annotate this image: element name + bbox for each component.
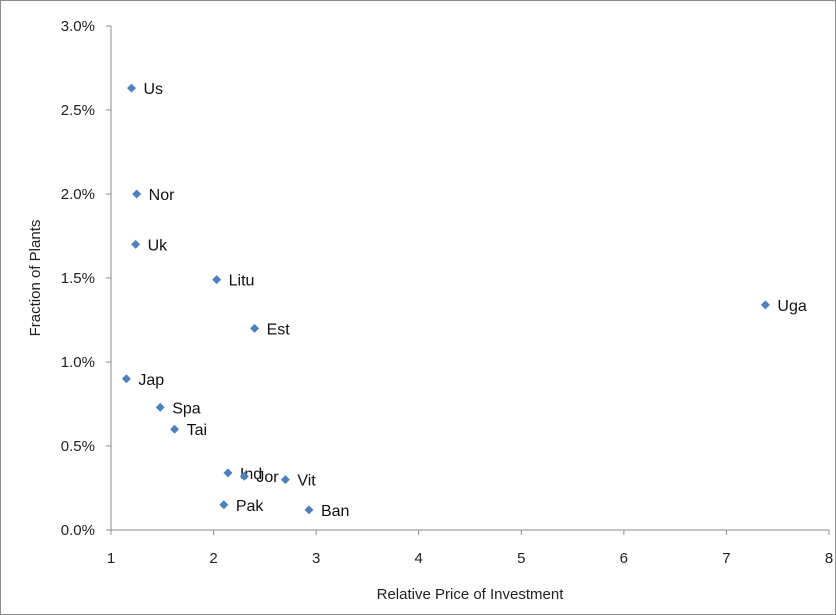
data-point-label: Tai (187, 422, 207, 439)
data-point-marker (170, 424, 180, 434)
data-point-marker (250, 323, 260, 333)
x-tick-label: 6 (620, 550, 628, 567)
data-point-label: Jap (138, 372, 164, 389)
data-point-label: Vit (297, 473, 316, 490)
data-point-marker (223, 468, 233, 478)
x-tick-label: 4 (415, 550, 423, 567)
x-tick-label: 3 (312, 550, 320, 567)
data-point-marker (239, 471, 249, 481)
tick-group: 1 2 3 4 5 6 7 8 0.0% 0.5% 1.0% 1.5% 2.0% 2.5% 3.0% (61, 18, 833, 567)
y-tick-label: 1.5% (61, 270, 95, 287)
data-point-label: Spa (172, 400, 201, 417)
data-point-label: Litu (229, 273, 255, 290)
data-point-label: Jor (256, 469, 279, 486)
data-point-marker (132, 189, 142, 199)
data-point-label: Pak (236, 498, 265, 515)
data-point-marker (121, 374, 131, 384)
data-point-marker (131, 239, 141, 249)
data-point-marker (280, 475, 290, 485)
data-point-label: Est (267, 321, 291, 338)
y-tick-label: 2.0% (61, 186, 95, 203)
x-tick-label: 7 (722, 550, 730, 567)
data-point-marker (219, 500, 229, 510)
x-tick-label: 1 (107, 550, 115, 567)
data-point-label: Us (144, 81, 164, 98)
data-point-label: Nor (149, 187, 175, 204)
x-axis-title: Relative Price of Investment (377, 586, 565, 603)
y-tick-label: 1.0% (61, 354, 95, 371)
y-tick-label: 2.5% (61, 102, 95, 119)
y-tick-label: 0.5% (61, 438, 95, 455)
data-point-label: Uga (777, 298, 806, 315)
x-tick-label: 8 (825, 550, 833, 567)
x-tick-label: 5 (517, 550, 525, 567)
x-tick-label: 2 (209, 550, 217, 567)
data-point-marker (127, 83, 137, 93)
y-tick-label: 0.0% (61, 522, 95, 539)
data-point-label: Ban (321, 503, 349, 520)
data-point-marker (155, 402, 165, 412)
data-point-label: Uk (148, 237, 169, 254)
data-point-marker (760, 300, 770, 310)
data-point-marker (212, 275, 222, 285)
y-axis-title: Fraction of Plants (27, 220, 44, 337)
data-point-marker (304, 505, 314, 515)
y-tick-label: 3.0% (61, 18, 95, 35)
